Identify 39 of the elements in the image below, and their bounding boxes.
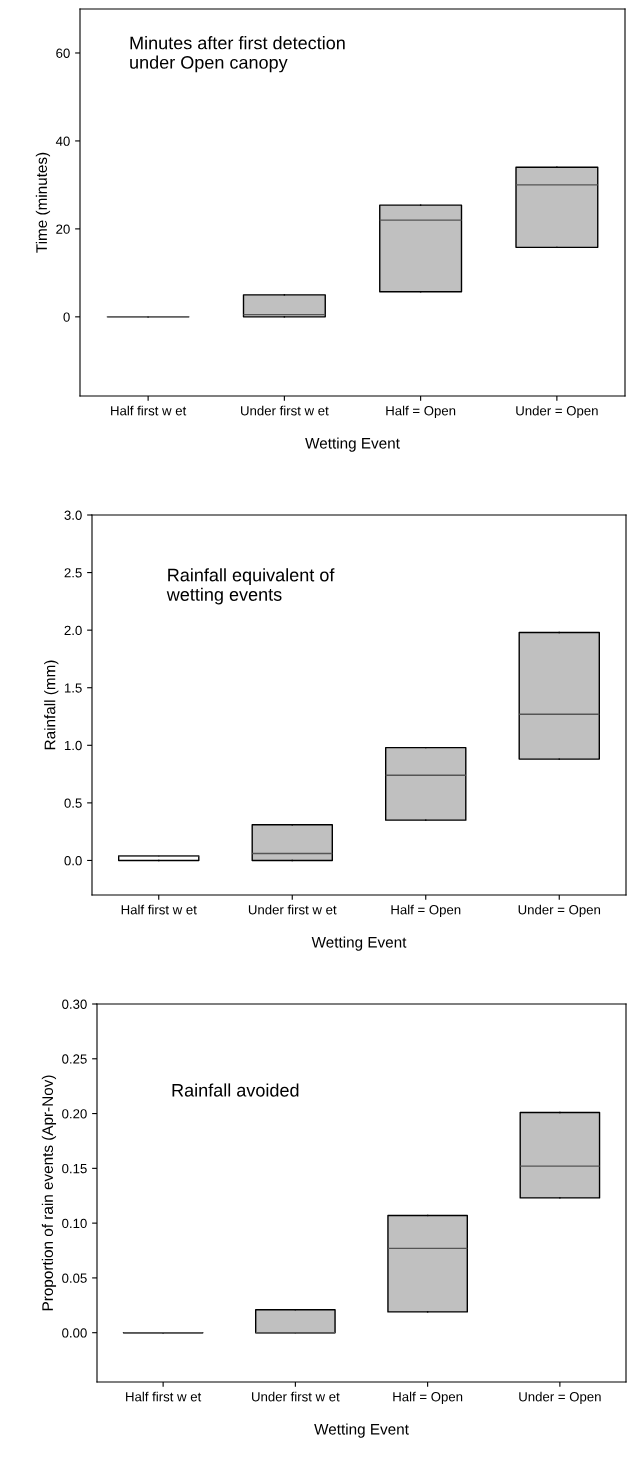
y-axis-title: Proportion of rain events (Apr-Nov) xyxy=(41,1075,57,1311)
y-tick-label: 2.5 xyxy=(64,568,82,578)
x-tick-label: Under first w et xyxy=(241,405,329,416)
annotation: Rainfall equivalent of wetting events xyxy=(166,568,335,605)
annotation: Rainfall avoided xyxy=(172,1083,299,1097)
y-tick-label: 2.0 xyxy=(64,625,82,636)
x-tick-label: Half = Open xyxy=(391,904,461,918)
x-tick-label: Under first w et xyxy=(252,1391,340,1402)
y-tick-label: 0.20 xyxy=(62,1109,87,1119)
x-tick-label: Under = Open xyxy=(519,1391,601,1405)
y-tick-label: 0.10 xyxy=(62,1218,87,1229)
y-tick-label: 60 xyxy=(56,48,70,58)
y-tick-label: 20 xyxy=(56,224,70,234)
y-tick-label: 40 xyxy=(55,136,70,146)
x-tick-label: Half first w et xyxy=(126,1391,202,1402)
x-tick-label: Under = Open xyxy=(516,405,598,419)
x-axis-title: Wetting Event xyxy=(305,437,400,452)
y-tick-label: 1.0 xyxy=(64,740,82,751)
y-tick-label: 0.05 xyxy=(62,1273,87,1283)
y-tick-label: 0 xyxy=(63,312,70,322)
x-axis-title: Wetting Event xyxy=(314,1423,409,1438)
y-axis-title: Time (minutes) xyxy=(35,152,51,253)
y-tick-label: 0.00 xyxy=(62,1328,87,1338)
y-tick-label: 0.0 xyxy=(64,856,82,866)
x-axis-title: Wetting Event xyxy=(311,936,407,951)
x-tick-label: Half = Open xyxy=(386,405,456,419)
y-tick-label: 0.30 xyxy=(62,999,87,1009)
x-tick-label: Half first w et xyxy=(121,904,197,915)
y-tick-label: 1.5 xyxy=(64,683,82,693)
y-tick-label: 0.5 xyxy=(64,798,82,808)
x-tick-label: Under = Open xyxy=(518,904,601,918)
x-tick-label: Half first w et xyxy=(111,405,187,416)
y-tick-label: 0.15 xyxy=(62,1163,87,1174)
y-axis-title: Rainfall (mm) xyxy=(44,660,59,750)
x-tick-label: Under first w et xyxy=(248,904,337,915)
y-tick-label: 3.0 xyxy=(64,510,82,520)
annotation: Minutes after first detection under Open canopy xyxy=(130,36,345,73)
x-tick-label: Half = Open xyxy=(393,1391,463,1405)
y-tick-label: 0.25 xyxy=(62,1054,87,1064)
